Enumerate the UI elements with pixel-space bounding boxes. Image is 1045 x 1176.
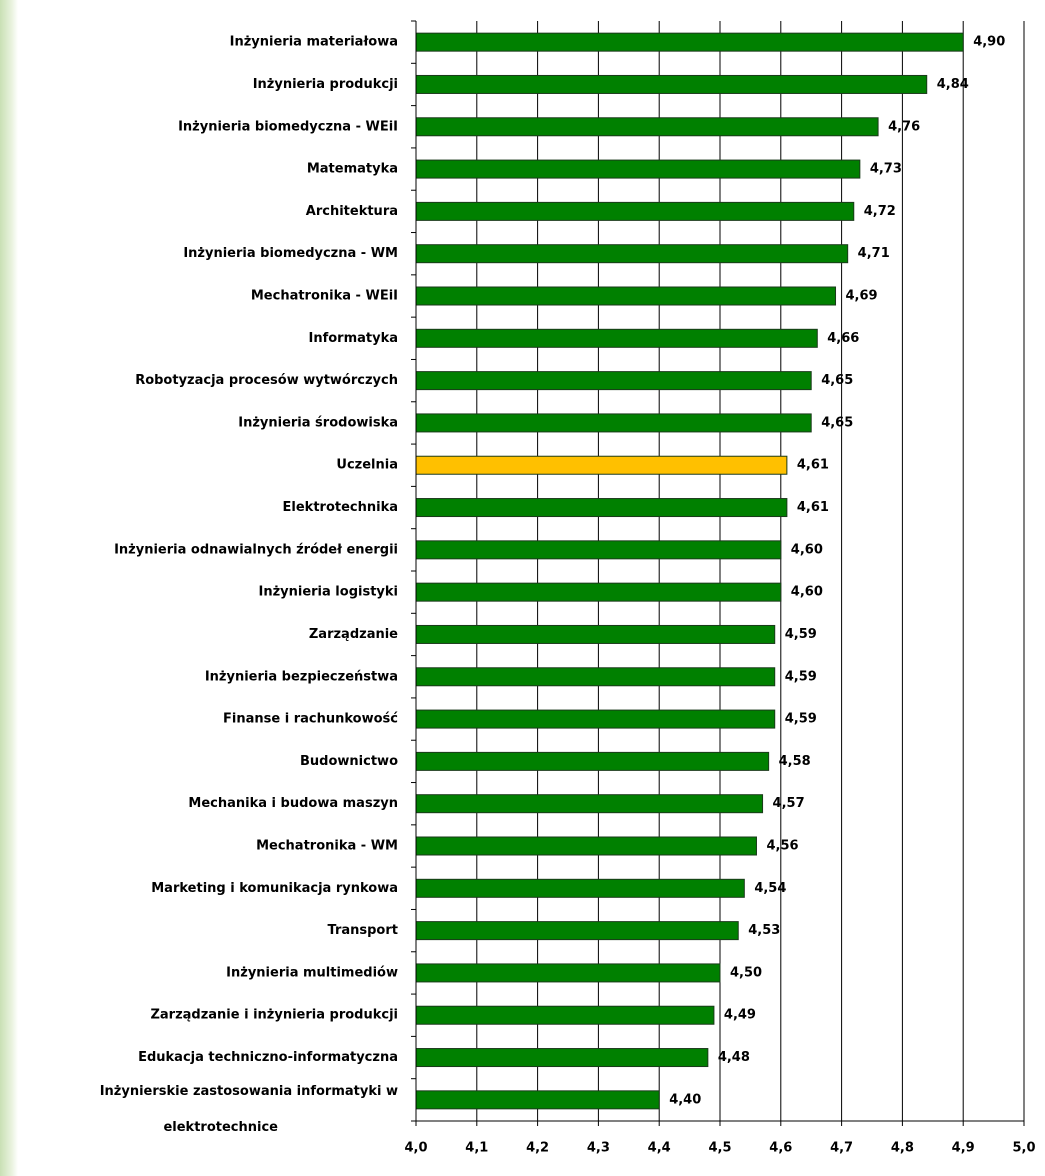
y-tick-label: Transport	[328, 923, 398, 938]
bar	[415, 836, 757, 856]
bar	[415, 286, 837, 306]
y-tick-label: Informatyka	[308, 331, 398, 346]
bar	[415, 413, 812, 433]
x-tick-label: 4,8	[891, 1141, 914, 1156]
bar	[415, 582, 782, 602]
value-label: 4,50	[730, 965, 762, 980]
value-label: 4,59	[785, 627, 817, 642]
value-label: 4,56	[766, 839, 798, 854]
value-label: 4,59	[785, 712, 817, 727]
value-label: 4,49	[724, 1008, 756, 1023]
value-label: 4,40	[669, 1092, 701, 1107]
y-tick-label: Inżynieria bezpieczeństwa	[205, 669, 398, 684]
bar	[415, 1090, 660, 1110]
bar	[415, 244, 849, 264]
bar	[415, 159, 861, 179]
value-label: 4,57	[773, 796, 805, 811]
bar	[415, 709, 776, 729]
value-label: 4,90	[973, 35, 1005, 50]
x-tick-label: 4,3	[587, 1141, 610, 1156]
bar	[415, 455, 788, 475]
bar	[415, 751, 770, 771]
y-tick-label: Mechanika i budowa maszyn	[188, 796, 398, 811]
value-label: 4,65	[821, 415, 853, 430]
y-tick-label: Zarządzanie	[309, 627, 398, 642]
x-tick-label: 4,1	[465, 1141, 488, 1156]
x-tick-label: 4,4	[648, 1141, 671, 1156]
y-tick-label: Budownictwo	[300, 754, 398, 769]
bar	[415, 794, 764, 814]
y-tick-label: Inżynieria multimediów	[226, 965, 398, 980]
bar	[415, 32, 964, 52]
bar	[415, 1005, 715, 1025]
bar	[415, 1048, 709, 1068]
y-tick-label: Zarządzanie i inżynieria produkcji	[150, 1008, 398, 1023]
value-label: 4,54	[754, 881, 786, 896]
x-tick-label: 4,7	[830, 1141, 853, 1156]
y-tick-label: Inżynieria logistyki	[258, 585, 398, 600]
x-tick-label: 4,5	[708, 1141, 731, 1156]
x-tick-label: 4,2	[526, 1141, 549, 1156]
value-label: 4,66	[827, 331, 859, 346]
value-label: 4,60	[791, 585, 823, 600]
y-tick-label: Mechatronika - WEiI	[251, 289, 398, 304]
bar	[415, 878, 745, 898]
y-tick-label: Elektrotechnika	[283, 500, 398, 515]
value-label: 4,76	[888, 119, 920, 134]
y-tick-label: Matematyka	[307, 162, 398, 177]
y-tick-label: Edukacja techniczno-informatyczna	[138, 1050, 398, 1065]
bar	[415, 963, 721, 983]
x-tick-label: 4,9	[952, 1141, 975, 1156]
bar	[415, 624, 776, 644]
bar	[415, 117, 879, 137]
bar	[415, 498, 788, 518]
y-tick-label: Inżynieria biomedyczna - WEiI	[178, 119, 398, 134]
value-label: 4,58	[779, 754, 811, 769]
y-tick-label: Inżynieria biomedyczna - WM	[183, 246, 398, 261]
value-label: 4,72	[864, 204, 896, 219]
value-label: 4,59	[785, 669, 817, 684]
value-label: 4,53	[748, 923, 780, 938]
x-tick-label: 4,6	[769, 1141, 792, 1156]
y-tick-label: Uczelnia	[336, 458, 398, 473]
y-tick-label: Marketing i komunikacja rynkowa	[151, 881, 398, 896]
value-label: 4,65	[821, 373, 853, 388]
value-label: 4,84	[937, 77, 969, 92]
value-label: 4,60	[791, 542, 823, 557]
x-tick-label: 5,0	[1012, 1141, 1035, 1156]
value-label: 4,61	[797, 458, 829, 473]
y-tick-label: Finanse i rachunkowość	[223, 712, 398, 727]
bar	[415, 201, 855, 221]
value-label: 4,61	[797, 500, 829, 515]
y-tick-label: Architektura	[306, 204, 398, 219]
y-tick-label: Inżynieria materiałowa	[230, 35, 398, 50]
bar	[415, 328, 818, 348]
x-tick-label: 4,0	[404, 1141, 427, 1156]
y-tick-label: Inżynieria produkcji	[253, 77, 398, 92]
y-tick-label: Inżynieria środowiska	[238, 415, 398, 430]
bar	[415, 667, 776, 687]
bar	[415, 540, 782, 560]
y-tick-label: Inżynieria odnawialnych źródeł energii	[114, 542, 398, 557]
value-label: 4,73	[870, 162, 902, 177]
bar	[415, 371, 812, 391]
y-tick-label: Robotyzacja procesów wytwórczych	[135, 373, 398, 388]
value-label: 4,69	[846, 289, 878, 304]
value-label: 4,48	[718, 1050, 750, 1065]
bar	[415, 921, 739, 941]
bar	[415, 74, 928, 94]
value-label: 4,71	[858, 246, 890, 261]
y-tick-label: Mechatronika - WM	[256, 839, 398, 854]
